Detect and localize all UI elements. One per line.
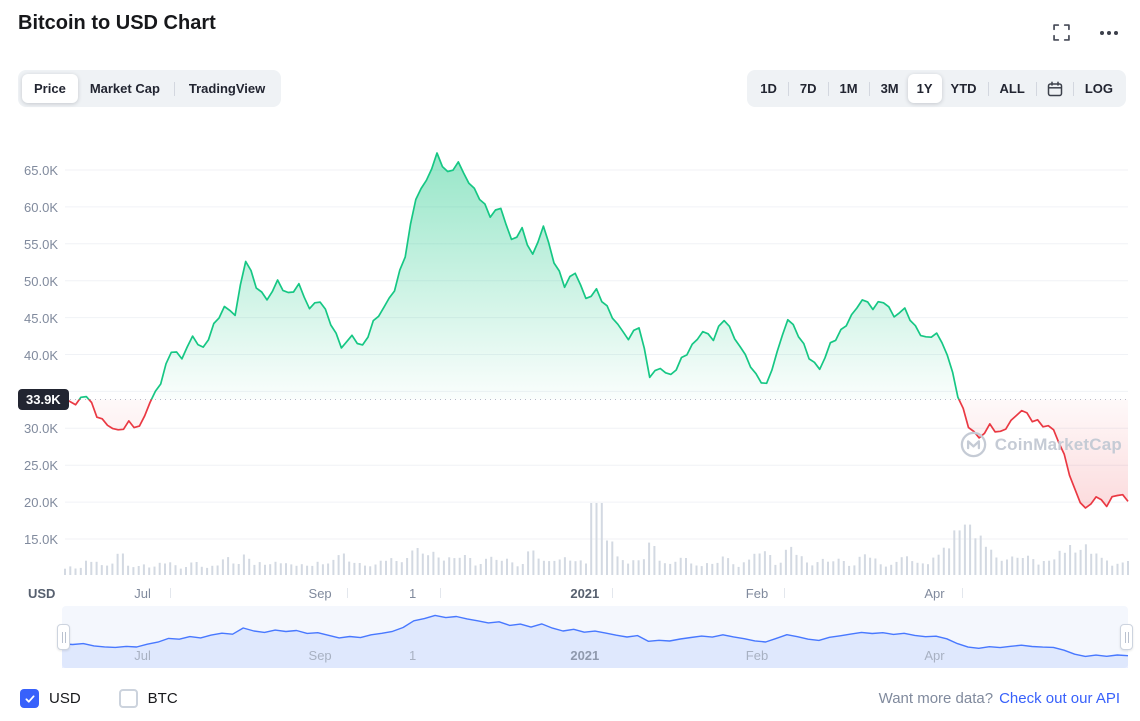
calendar-icon bbox=[1047, 80, 1063, 96]
range-7d[interactable]: 7D bbox=[791, 74, 826, 103]
coinmarketcap-logo-icon bbox=[960, 431, 986, 458]
current-price-badge: 33.9K bbox=[18, 389, 69, 410]
range-selector: 1D 7D 1M 3M 1Y YTD ALL LOG bbox=[747, 70, 1126, 107]
y-axis-label: 30.0K bbox=[24, 421, 58, 437]
btc-label: BTC bbox=[147, 690, 178, 707]
price-chart-area: 33.9K CoinMarketCap 65.0K 60.0K 55.0K 50.0K… bbox=[0, 125, 1140, 585]
x-axis-tick bbox=[611, 588, 613, 598]
more-data-text: Want more data? bbox=[878, 690, 994, 707]
usd-currency-toggle[interactable]: USD bbox=[20, 689, 81, 708]
y-axis-unit-label: USD bbox=[28, 586, 56, 601]
divider bbox=[1035, 81, 1037, 96]
fullscreen-icon bbox=[1053, 24, 1070, 41]
y-axis-label: 45.0K bbox=[24, 310, 58, 326]
range-1d[interactable]: 1D bbox=[751, 74, 786, 103]
coinmarketcap-watermark: CoinMarketCap bbox=[960, 431, 1122, 458]
navigator-axis-label: 1 bbox=[408, 648, 417, 663]
divider bbox=[827, 81, 829, 96]
x-axis-label: Feb bbox=[745, 586, 769, 601]
range-ytd[interactable]: YTD bbox=[942, 74, 986, 103]
x-axis-tick bbox=[784, 588, 785, 598]
x-axis: USD Jul Sep 1 2021 Feb Apr bbox=[0, 584, 1140, 606]
y-axis-label: 60.0K bbox=[24, 199, 58, 215]
x-axis-label: 2021 bbox=[570, 586, 600, 601]
y-axis-label: 20.0K bbox=[24, 495, 58, 511]
divider bbox=[868, 81, 870, 96]
x-axis-label: Apr bbox=[924, 586, 945, 601]
y-axis-label: 50.0K bbox=[24, 273, 58, 289]
navigator-axis-label: Apr bbox=[924, 648, 945, 663]
y-axis-label: 25.0K bbox=[24, 458, 58, 474]
btc-currency-toggle[interactable]: BTC bbox=[118, 689, 178, 708]
x-axis-label: Jul bbox=[134, 586, 151, 601]
range-1m[interactable]: 1M bbox=[831, 74, 867, 103]
divider bbox=[987, 81, 989, 96]
range-all[interactable]: ALL bbox=[991, 74, 1034, 103]
range-3m[interactable]: 3M bbox=[872, 74, 908, 103]
more-options-button[interactable] bbox=[1100, 30, 1118, 35]
log-scale-button[interactable]: LOG bbox=[1076, 74, 1122, 103]
navigator-axis-label: 2021 bbox=[570, 648, 600, 663]
navigator-left-handle[interactable] bbox=[57, 624, 70, 650]
btc-checkbox[interactable] bbox=[118, 689, 138, 708]
footer: USD BTC Want more data? Check out our AP… bbox=[0, 676, 1140, 721]
chart-navigator[interactable]: Jul Sep 1 2021 Feb Apr bbox=[57, 606, 1133, 668]
x-axis-tick bbox=[347, 588, 349, 598]
page-title: Bitcoin to USD Chart bbox=[18, 12, 216, 34]
y-axis-label: 15.0K bbox=[24, 532, 58, 547]
tab-tradingview[interactable]: TradingView bbox=[177, 74, 277, 103]
divider bbox=[173, 81, 175, 96]
tab-price[interactable]: Price bbox=[22, 74, 78, 103]
y-axis-label: 55.0K bbox=[24, 236, 58, 252]
calendar-button[interactable] bbox=[1039, 75, 1071, 103]
usd-checkbox[interactable] bbox=[20, 689, 39, 708]
y-axis-label: 40.0K bbox=[24, 347, 58, 363]
check-icon bbox=[25, 694, 34, 703]
divider bbox=[787, 81, 789, 96]
x-axis-tick bbox=[961, 588, 963, 598]
ellipsis-icon bbox=[1100, 30, 1118, 35]
x-axis-tick bbox=[169, 588, 171, 598]
navigator-axis-label: Sep bbox=[308, 648, 332, 663]
x-axis-label: Sep bbox=[308, 586, 332, 601]
navigator-chart-svg[interactable] bbox=[62, 606, 1128, 668]
y-axis-label: 65.0K bbox=[24, 163, 58, 178]
usd-label: USD bbox=[49, 690, 81, 707]
chart-type-tabs: Price Market Cap TradingView bbox=[18, 70, 282, 107]
range-1y[interactable]: 1Y bbox=[907, 74, 942, 103]
price-chart-svg[interactable] bbox=[0, 125, 1140, 585]
tab-market-cap[interactable]: Market Cap bbox=[78, 74, 172, 103]
navigator-right-handle[interactable] bbox=[1120, 624, 1133, 650]
fullscreen-button[interactable] bbox=[1053, 24, 1070, 41]
navigator-axis-label: Feb bbox=[745, 648, 769, 663]
x-axis-label: 1 bbox=[408, 586, 417, 601]
divider bbox=[1072, 81, 1074, 96]
api-link[interactable]: Check out our API bbox=[999, 690, 1120, 707]
chart-toolbar: Price Market Cap TradingView 1D 7D 1M 3M… bbox=[0, 70, 1140, 114]
navigator-axis-label: Jul bbox=[134, 648, 151, 663]
x-axis-tick bbox=[439, 588, 441, 598]
watermark-text: CoinMarketCap bbox=[994, 434, 1122, 454]
